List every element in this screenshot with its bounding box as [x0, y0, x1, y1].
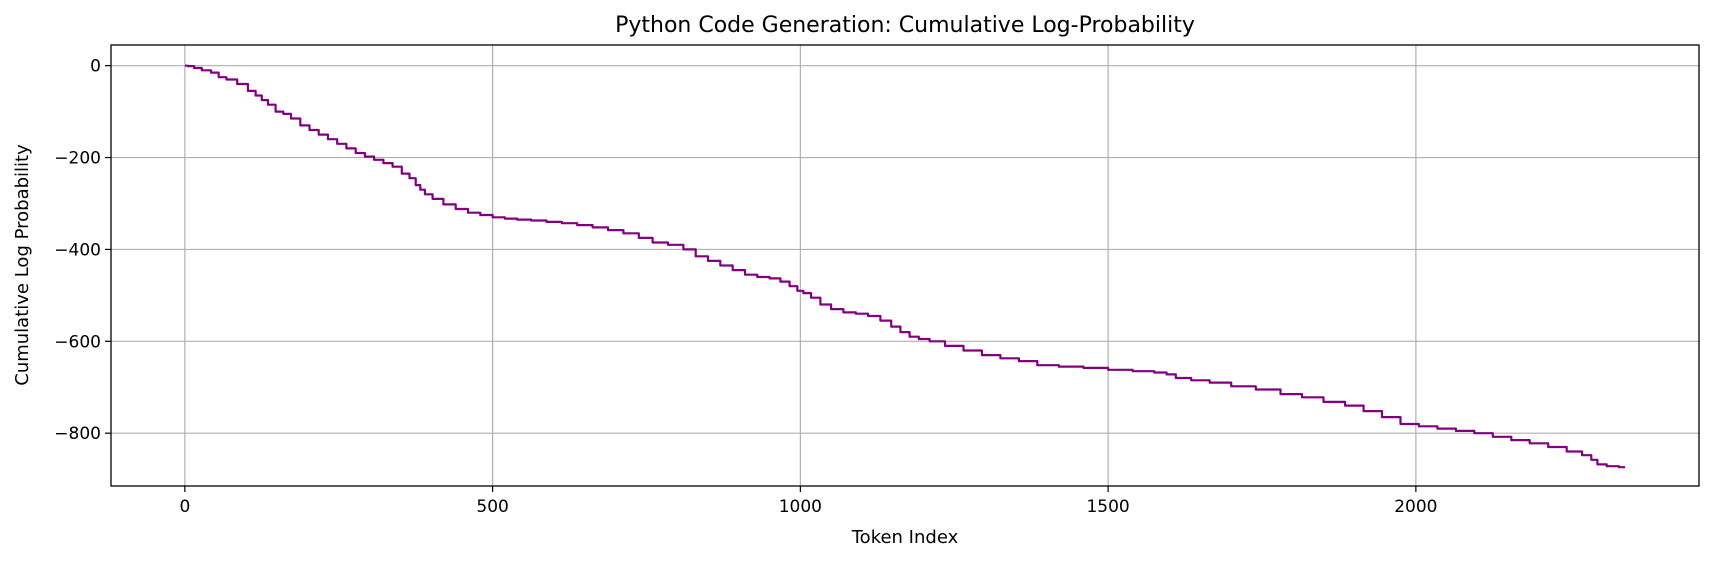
- y-axis-label: Cumulative Log Probability: [12, 144, 33, 386]
- axis-ticks: 0 500 1000 1500 2000 0 −200 −400 −600 −800: [54, 57, 1437, 517]
- y-tick-label: −800: [54, 424, 101, 444]
- y-tick-label: −200: [54, 149, 101, 169]
- series-layer: [184, 64, 1626, 469]
- plot-frame: [110, 44, 1700, 487]
- grid: [111, 45, 1699, 486]
- y-tick-label: −600: [54, 332, 101, 352]
- series-line: [184, 64, 1626, 469]
- x-tick-label: 1500: [1086, 497, 1129, 517]
- x-axis-label: Token Index: [851, 527, 959, 548]
- x-tick-label: 0: [179, 497, 190, 517]
- x-tick-label: 2000: [1394, 497, 1437, 517]
- chart-title: Python Code Generation: Cumulative Log-P…: [615, 13, 1195, 38]
- x-tick-label: 500: [476, 497, 508, 517]
- x-tick-label: 1000: [779, 497, 822, 517]
- y-tick-label: −400: [54, 240, 101, 260]
- y-tick-label: 0: [90, 57, 101, 77]
